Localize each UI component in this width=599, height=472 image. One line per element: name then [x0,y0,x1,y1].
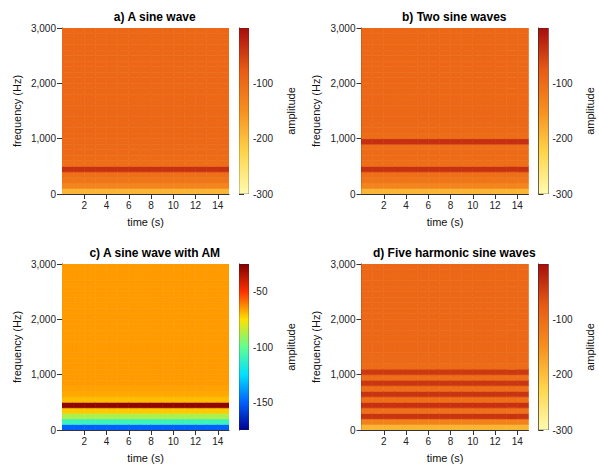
svg-text:-50: -50 [253,286,268,297]
svg-text:8: 8 [448,200,454,211]
svg-text:3,000: 3,000 [31,259,56,270]
svg-text:10: 10 [467,200,479,211]
svg-text:1,000: 1,000 [330,133,355,144]
svg-text:8: 8 [148,200,154,211]
svg-text:14: 14 [212,436,224,447]
svg-text:6: 6 [126,436,132,447]
svg-text:a) A sine wave: a) A sine wave [114,10,196,24]
svg-text:8: 8 [448,436,454,447]
svg-text:6: 6 [426,436,432,447]
svg-text:-100: -100 [553,314,573,325]
svg-text:frequency (Hz): frequency (Hz) [11,311,23,383]
svg-text:frequency (Hz): frequency (Hz) [310,75,322,147]
svg-text:14: 14 [212,200,224,211]
svg-text:3,000: 3,000 [330,23,355,34]
svg-text:2: 2 [81,436,87,447]
svg-text:2,000: 2,000 [31,78,56,89]
svg-text:4: 4 [403,436,409,447]
svg-text:0: 0 [350,189,356,200]
svg-text:2: 2 [381,436,387,447]
svg-text:time (s): time (s) [427,216,464,228]
svg-text:d) Five harmonic sine waves: d) Five harmonic sine waves [373,246,536,260]
svg-text:12: 12 [190,436,202,447]
svg-text:0: 0 [50,189,56,200]
svg-text:amplitude: amplitude [285,323,297,371]
svg-text:-300: -300 [553,189,573,200]
svg-text:time (s): time (s) [427,452,464,464]
svg-text:2: 2 [81,200,87,211]
svg-text:4: 4 [104,436,110,447]
svg-text:-200: -200 [553,369,573,380]
svg-text:-150: -150 [253,397,273,408]
svg-text:14: 14 [512,436,524,447]
svg-text:b) Two sine waves: b) Two sine waves [402,10,507,24]
svg-text:-100: -100 [253,342,273,353]
svg-text:amplitude: amplitude [584,87,596,135]
svg-text:8: 8 [148,436,154,447]
svg-text:1,000: 1,000 [31,133,56,144]
svg-text:10: 10 [467,436,479,447]
svg-text:3,000: 3,000 [31,23,56,34]
svg-text:frequency (Hz): frequency (Hz) [310,311,322,383]
svg-text:12: 12 [490,200,502,211]
svg-text:-300: -300 [553,425,573,436]
svg-text:-100: -100 [553,78,573,89]
svg-text:12: 12 [190,200,202,211]
svg-text:1,000: 1,000 [330,369,355,380]
svg-text:2,000: 2,000 [330,78,355,89]
svg-text:2,000: 2,000 [330,314,355,325]
svg-text:6: 6 [426,200,432,211]
svg-text:amplitude: amplitude [584,323,596,371]
svg-text:-200: -200 [253,133,273,144]
svg-text:12: 12 [490,436,502,447]
svg-text:0: 0 [50,425,56,436]
svg-text:1,000: 1,000 [31,369,56,380]
svg-text:-300: -300 [253,189,273,200]
svg-text:10: 10 [168,436,180,447]
svg-text:6: 6 [126,200,132,211]
svg-text:0: 0 [350,425,356,436]
svg-text:14: 14 [512,200,524,211]
svg-text:c) A sine wave with AM: c) A sine wave with AM [89,246,220,260]
svg-text:amplitude: amplitude [285,87,297,135]
svg-text:frequency (Hz): frequency (Hz) [11,75,23,147]
svg-text:-100: -100 [253,78,273,89]
svg-text:-200: -200 [553,133,573,144]
svg-text:4: 4 [403,200,409,211]
svg-text:4: 4 [104,200,110,211]
svg-text:10: 10 [168,200,180,211]
svg-text:time (s): time (s) [127,452,164,464]
svg-text:2: 2 [381,200,387,211]
svg-text:time (s): time (s) [127,216,164,228]
svg-text:3,000: 3,000 [330,259,355,270]
svg-text:2,000: 2,000 [31,314,56,325]
